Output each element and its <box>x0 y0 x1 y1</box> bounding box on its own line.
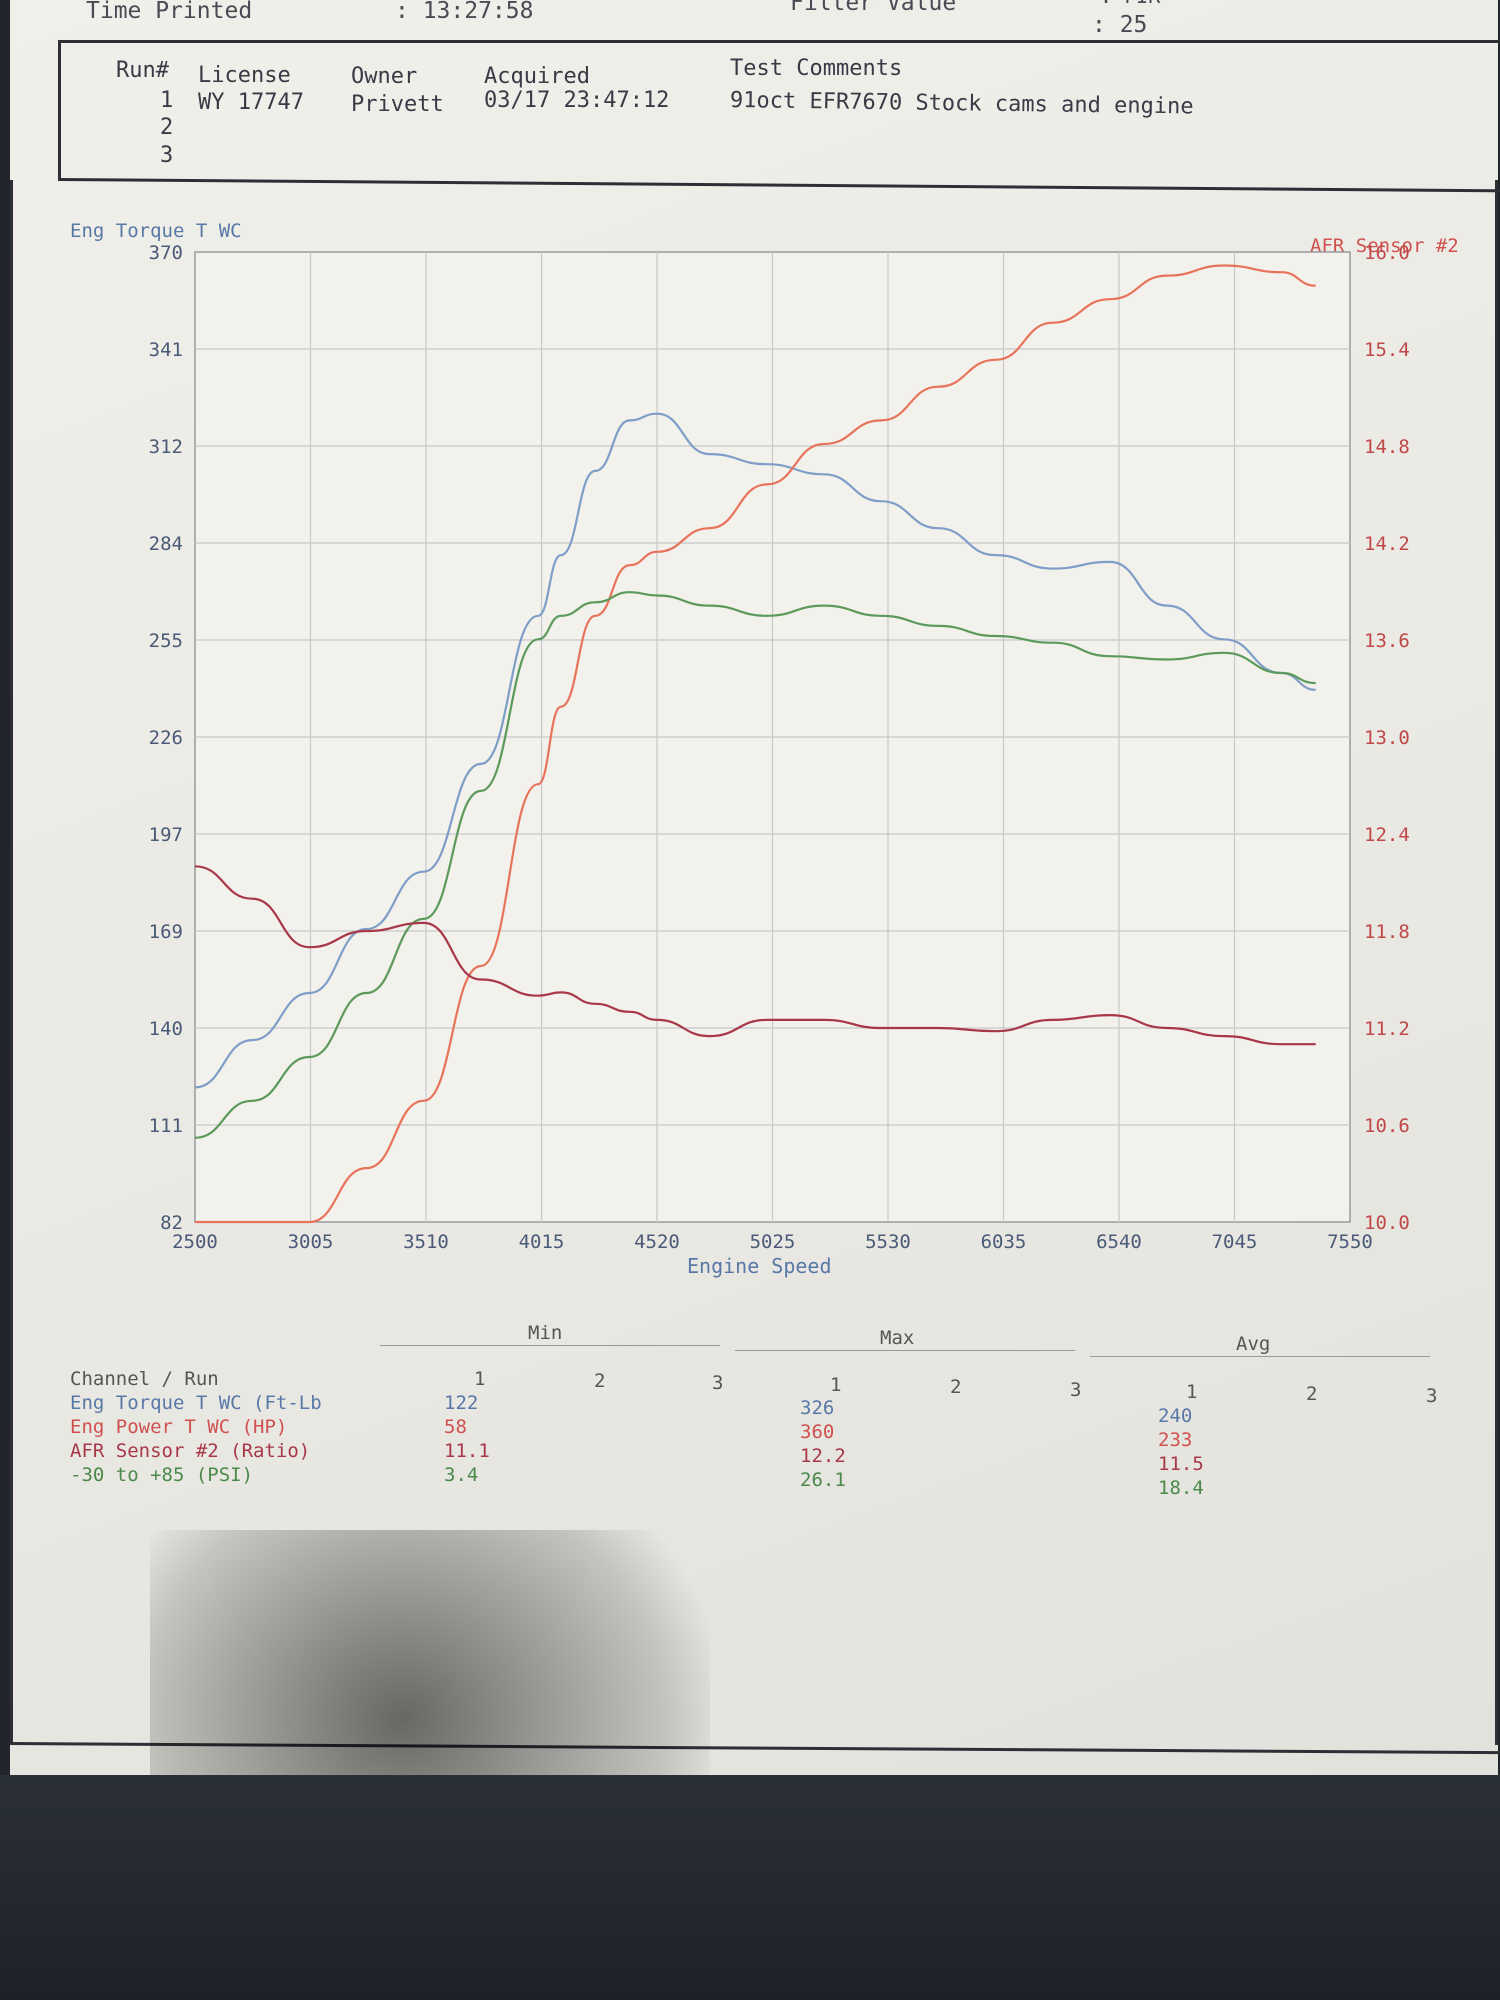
run-col-1: 1 <box>830 1374 842 1396</box>
dyno-printout: Time Printed : 13:27:58 Filter Value : F… <box>9 0 1500 1780</box>
col-run: Run# <box>116 58 169 83</box>
left-y-tick-label: 197 <box>149 824 183 846</box>
summary-avg-value: 11.5 <box>1158 1453 1204 1475</box>
run-col-3: 3 <box>712 1372 724 1394</box>
runs-frame <box>58 40 61 180</box>
right-y-tick-label: 11.8 <box>1364 921 1410 943</box>
summary-min-value: 3.4 <box>444 1464 479 1486</box>
run-number: 3 <box>160 143 174 168</box>
x-tick-label: 3005 <box>288 1231 334 1253</box>
x-tick-label: 4520 <box>634 1231 680 1253</box>
filter-value: : 25 <box>1092 12 1148 38</box>
group-avg: Avg <box>1236 1333 1271 1355</box>
filter-extra: : FIR <box>1100 0 1160 8</box>
summary-min-value: 122 <box>444 1392 479 1414</box>
left-y-tick-label: 312 <box>149 436 183 458</box>
run-col-3: 3 <box>1426 1385 1438 1407</box>
right-y-tick-label: 16.0 <box>1364 242 1410 264</box>
summary-channel-name: AFR Sensor #2 (Ratio) <box>70 1440 311 1462</box>
run-acquired: 03/17 23:47:12 <box>484 88 670 113</box>
run-owner: Privett <box>351 92 444 117</box>
summary-avg-value: 233 <box>1158 1429 1193 1451</box>
left-y-tick-label: 169 <box>149 921 183 943</box>
x-tick-label: 6035 <box>981 1231 1027 1253</box>
series-line-2 <box>194 591 1316 1139</box>
left-y-tick-label: 284 <box>149 533 183 555</box>
right-y-tick-label: 10.6 <box>1364 1115 1410 1137</box>
summary-channel-name: Eng Power T WC (HP) <box>70 1416 288 1438</box>
time-printed-label: Time Printed <box>86 0 253 24</box>
x-tick-label: 5530 <box>865 1231 911 1253</box>
col-owner: Owner <box>351 64 418 89</box>
summary-avg-value: 240 <box>1158 1405 1193 1427</box>
left-y-tick-label: 111 <box>149 1115 183 1137</box>
x-tick-label: 3510 <box>403 1231 449 1253</box>
run-col-1: 1 <box>474 1368 486 1390</box>
summary-channel-name: -30 to +85 (PSI) <box>70 1464 254 1486</box>
right-y-tick-label: 15.4 <box>1364 339 1410 361</box>
summary-max-value: 26.1 <box>800 1469 846 1491</box>
right-y-tick-label: 12.4 <box>1364 824 1410 846</box>
col-test-comments: Test Comments <box>730 56 903 81</box>
series-line-3 <box>194 865 1316 1046</box>
right-y-tick-label: 13.0 <box>1364 727 1410 749</box>
x-tick-label: 5025 <box>750 1231 796 1253</box>
summary-min-value: 58 <box>444 1416 467 1438</box>
left-y-tick-label: 255 <box>149 630 183 652</box>
group-max: Max <box>880 1327 915 1349</box>
run-number: 1 <box>160 88 174 113</box>
col-license: License <box>198 63 291 88</box>
right-y-tick-label: 14.8 <box>1364 436 1410 458</box>
x-tick-label: 6540 <box>1096 1231 1142 1253</box>
summary-max-value: 326 <box>800 1397 835 1419</box>
x-tick-label: 2500 <box>172 1231 218 1253</box>
x-tick-label: 7550 <box>1327 1231 1373 1253</box>
series-line-1 <box>195 264 1316 1224</box>
summary-avg-value: 18.4 <box>1158 1477 1204 1499</box>
left-y-tick-label: 140 <box>149 1018 183 1040</box>
right-y-tick-label: 13.6 <box>1364 630 1410 652</box>
run-col-2: 2 <box>594 1370 606 1392</box>
x-tick-label: 4015 <box>519 1231 565 1253</box>
min-group-rule <box>380 1345 720 1346</box>
avg-group-rule <box>1090 1356 1430 1357</box>
body-frame-right <box>1495 180 1498 1745</box>
left-y-tick-label: 226 <box>149 727 183 749</box>
time-printed-value: : 13:27:58 <box>395 0 534 24</box>
x-axis-title: Engine Speed <box>687 1254 832 1278</box>
summary-max-value: 12.2 <box>800 1445 846 1467</box>
right-y-tick-label: 10.0 <box>1364 1212 1410 1234</box>
right-y-tick-label: 14.2 <box>1364 533 1410 555</box>
series-line-0 <box>194 412 1316 1089</box>
filter-value-label: Filter Value <box>790 0 957 16</box>
run-col-1: 1 <box>1186 1381 1198 1403</box>
left-y-tick-label: 82 <box>160 1212 183 1234</box>
summary-min-value: 11.1 <box>444 1440 490 1462</box>
header-divider <box>58 40 1500 43</box>
run-col-2: 2 <box>950 1376 962 1398</box>
col-acquired: Acquired <box>484 64 590 89</box>
run-number: 2 <box>160 115 174 140</box>
run-col-2: 2 <box>1306 1383 1318 1405</box>
summary-channel-name: Eng Torque T WC (Ft-Lb <box>70 1392 322 1414</box>
body-frame-left <box>10 180 13 1745</box>
dyno-chart: 2500 3005 3510 4015 4520 5025 5530 6035 6540 7045… <box>149 242 1410 1253</box>
run-col-3: 3 <box>1070 1379 1082 1401</box>
x-tick-label: 7045 <box>1212 1231 1258 1253</box>
left-y-tick-label: 370 <box>149 242 183 264</box>
left-y-tick-label: 341 <box>149 339 183 361</box>
group-min: Min <box>528 1322 563 1344</box>
channel-run-header: Channel / Run <box>70 1368 219 1390</box>
background-surface <box>0 1775 1500 2000</box>
right-y-tick-label: 11.2 <box>1364 1018 1410 1040</box>
run-license: WY 17747 <box>198 90 304 115</box>
left-axis-title: Eng Torque T WC <box>70 220 242 242</box>
max-group-rule <box>735 1350 1075 1351</box>
summary-max-value: 360 <box>800 1421 835 1443</box>
